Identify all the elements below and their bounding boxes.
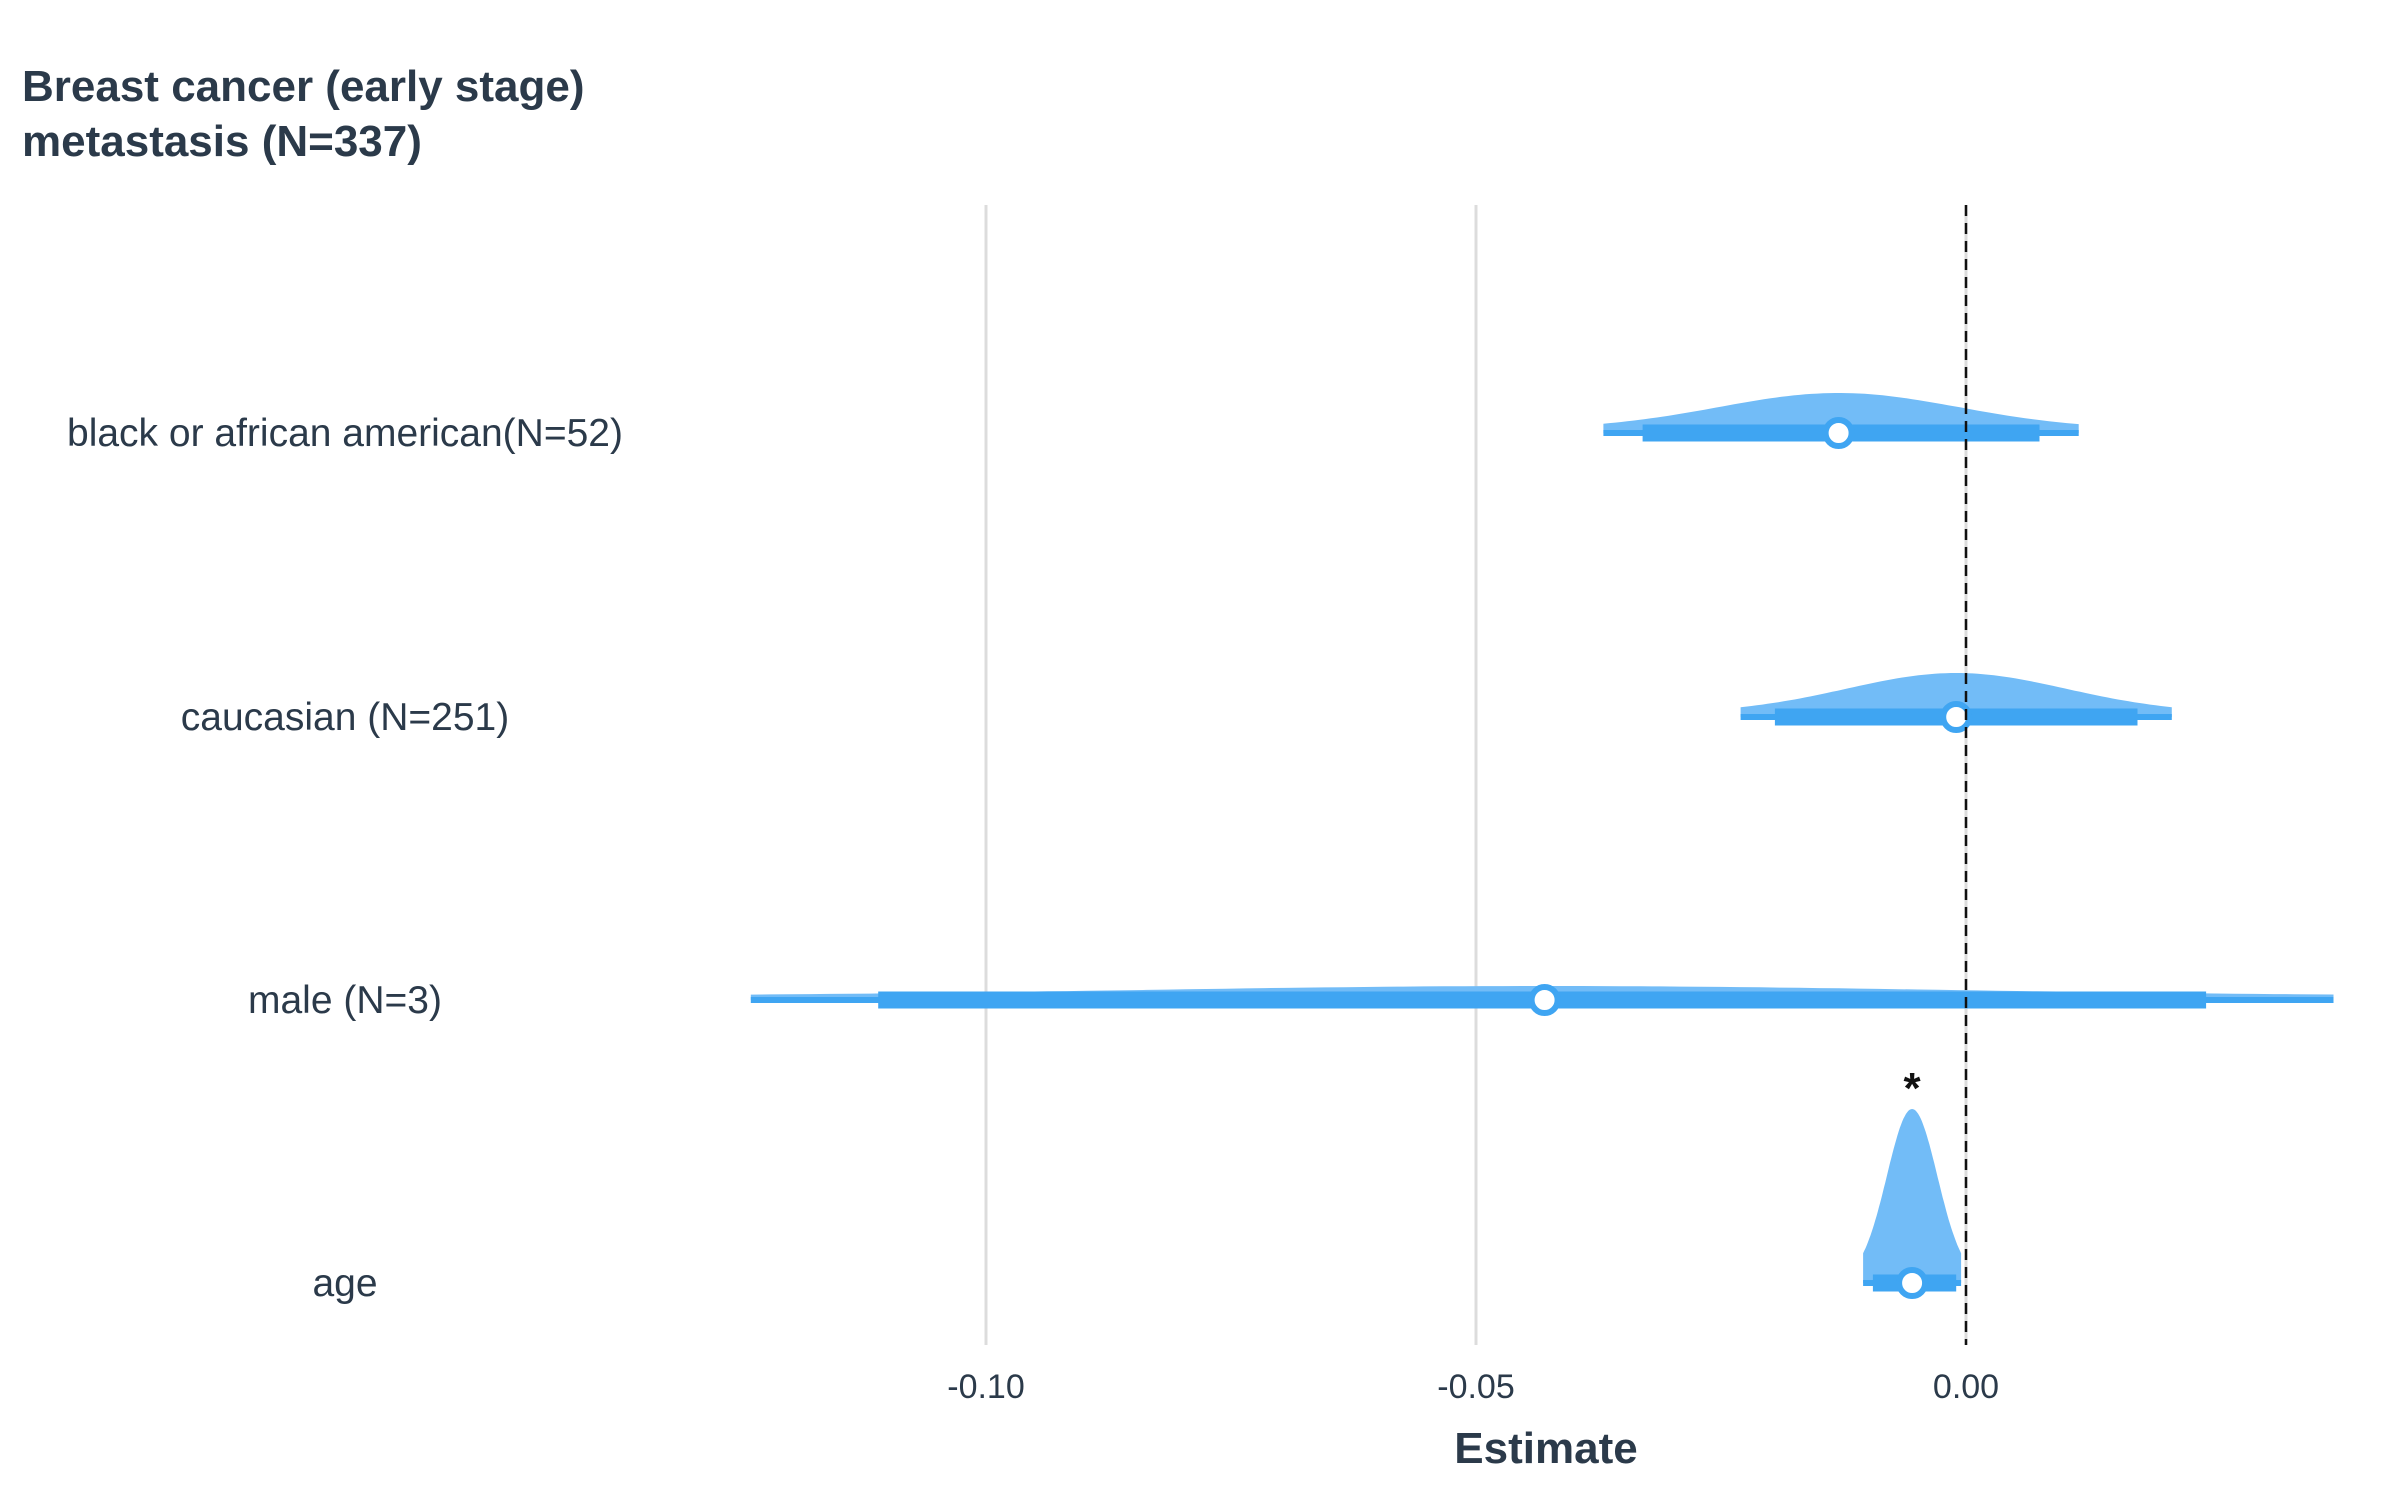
significance-mark-3: * [1904,1064,1922,1113]
row-label-0: black or african american(N=52) [67,412,623,455]
chart-title: Breast cancer (early stage) metastasis (… [22,62,585,166]
density-0 [1603,393,2079,433]
chart-title-line-2: metastasis (N=337) [22,117,422,166]
row-labels: black or african american(N=52) caucasian… [67,412,623,1305]
point-estimate-0 [1822,417,1855,449]
x-axis-ticks: -0.10 -0.05 0.00 [947,1368,1999,1406]
grid-lines [984,205,1968,1345]
row-label-3: age [312,1262,377,1305]
point-estimate-3 [1896,1267,1929,1299]
x-tick-label-1: -0.05 [1437,1368,1515,1406]
row-3: * [1863,1064,1962,1299]
chart-title-line-1: Breast cancer (early stage) [22,62,585,111]
row-2 [750,984,2334,1016]
x-tick-label-0: -0.10 [947,1368,1025,1406]
density-1 [1740,673,2172,717]
point-estimate-1 [1940,701,1973,733]
x-tick-label-2: 0.00 [1933,1368,1999,1406]
rows: * [750,393,2334,1299]
row-0 [1603,393,2079,449]
density-3 [1863,1109,1962,1283]
x-axis-title: Estimate [1454,1424,1637,1473]
point-estimate-2 [1528,984,1561,1016]
row-label-2: male (N=3) [248,979,442,1022]
row-label-1: caucasian (N=251) [181,696,509,739]
row-1 [1740,673,2172,733]
